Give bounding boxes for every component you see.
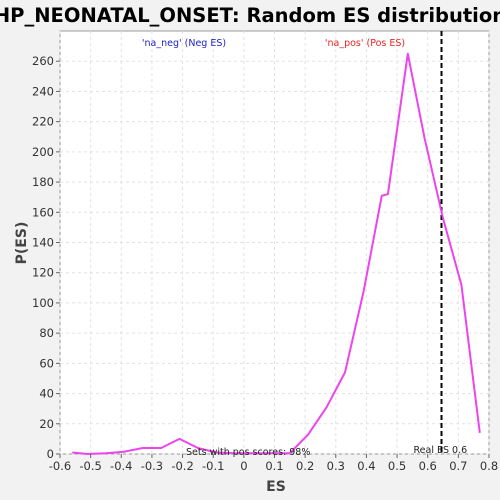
x-tick-label: 0.6: [419, 459, 437, 473]
y-axis-label: P(ES): [14, 222, 30, 265]
reference-line-group: Real ES 0.6: [414, 31, 468, 456]
legend-entry: 'na_neg' (Neg ES): [142, 38, 226, 49]
x-tick-label: 0.8: [480, 459, 498, 473]
y-tick-label: 220: [32, 115, 54, 129]
real-es-label: Real ES 0.6: [414, 445, 468, 456]
x-tick-label: -0.6: [49, 459, 71, 473]
y-tick-label: 80: [39, 326, 54, 340]
y-tick-label: 180: [32, 175, 54, 189]
es-distribution-line: [72, 52, 481, 455]
y-tick-label: 160: [32, 205, 54, 219]
x-tick-label: 0.1: [265, 459, 283, 473]
y-tick-label: 100: [32, 296, 54, 310]
x-tick-label: -0.3: [141, 459, 163, 473]
x-tick-label: 0.3: [327, 459, 345, 473]
y-tick-label: 60: [39, 356, 54, 370]
pos-scores-annotation: Sets with pos scores: 98%: [186, 447, 310, 458]
y-tick-label: 40: [39, 387, 54, 401]
y-tick-label: 140: [32, 236, 54, 250]
x-tick-label: -0.4: [110, 459, 132, 473]
y-axis: 0 20 40 60 80 100 120 140 160 180 200 220 240 260: [32, 54, 60, 461]
legend-entry: 'na_pos' (Pos ES): [325, 38, 405, 49]
series-group: [72, 52, 481, 455]
x-tick-label: 0.7: [449, 459, 467, 473]
x-tick-label: -0.1: [202, 459, 224, 473]
x-axis: -0.6 -0.5 -0.4 -0.3 -0.2 -0.1 0 0.1 0.2 0.3 0.4 0.5…: [49, 454, 498, 473]
y-tick-label: 120: [32, 266, 54, 280]
x-tick-label: 0.4: [357, 459, 375, 473]
x-tick-label: -0.2: [171, 459, 193, 473]
x-tick-label: 0.2: [296, 459, 314, 473]
x-tick-label: 0: [240, 459, 247, 473]
y-tick-label: 200: [32, 145, 54, 159]
y-tick-label: 260: [32, 54, 54, 68]
legend: 'na_neg' (Neg ES) 'na_pos' (Pos ES): [142, 38, 405, 49]
x-tick-label: 0.5: [388, 459, 406, 473]
y-tick-label: 0: [47, 447, 54, 461]
chart-title: HP_NEONATAL_ONSET: Random ES distributio…: [0, 4, 500, 27]
x-tick-label: -0.5: [79, 459, 101, 473]
x-axis-label: ES: [266, 479, 286, 495]
y-tick-label: 240: [32, 84, 54, 98]
y-tick-label: 20: [39, 417, 54, 431]
